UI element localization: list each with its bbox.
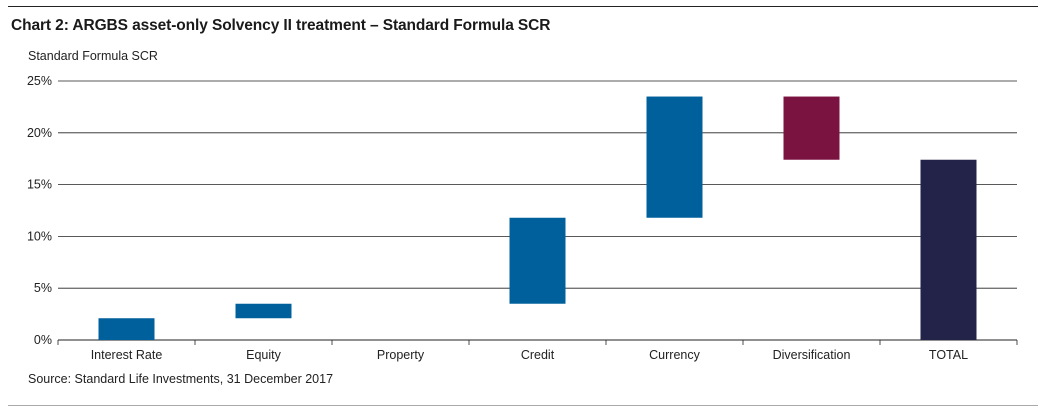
bar-total (920, 159, 977, 340)
y-tick-label: 10% (27, 229, 52, 243)
x-tick-label: Equity (246, 348, 281, 362)
y-tick-label: 20% (27, 126, 52, 140)
x-tick-label: TOTAL (929, 348, 968, 362)
y-tick-label: 25% (27, 74, 52, 88)
bar-interest-rate (98, 318, 155, 340)
bar-currency (646, 96, 703, 218)
chart-frame (8, 6, 1038, 406)
x-tick-label: Currency (649, 348, 700, 362)
y-axis-label: Standard Formula SCR (28, 49, 158, 63)
bar-equity (235, 303, 292, 319)
x-tick-label: Credit (521, 348, 555, 362)
x-tick-label: Diversification (773, 348, 851, 362)
y-tick-label: 15% (27, 178, 52, 192)
chart-source: Source: Standard Life Investments, 31 De… (28, 372, 334, 386)
bar-diversification (783, 96, 840, 160)
x-tick-label: Interest Rate (91, 348, 163, 362)
x-tick-label: Property (377, 348, 425, 362)
bar-credit (509, 217, 566, 304)
y-tick-label: 5% (34, 281, 52, 295)
chart-title: Chart 2: ARGBS asset-only Solvency II tr… (11, 17, 551, 34)
y-tick-label: 0% (34, 333, 52, 347)
